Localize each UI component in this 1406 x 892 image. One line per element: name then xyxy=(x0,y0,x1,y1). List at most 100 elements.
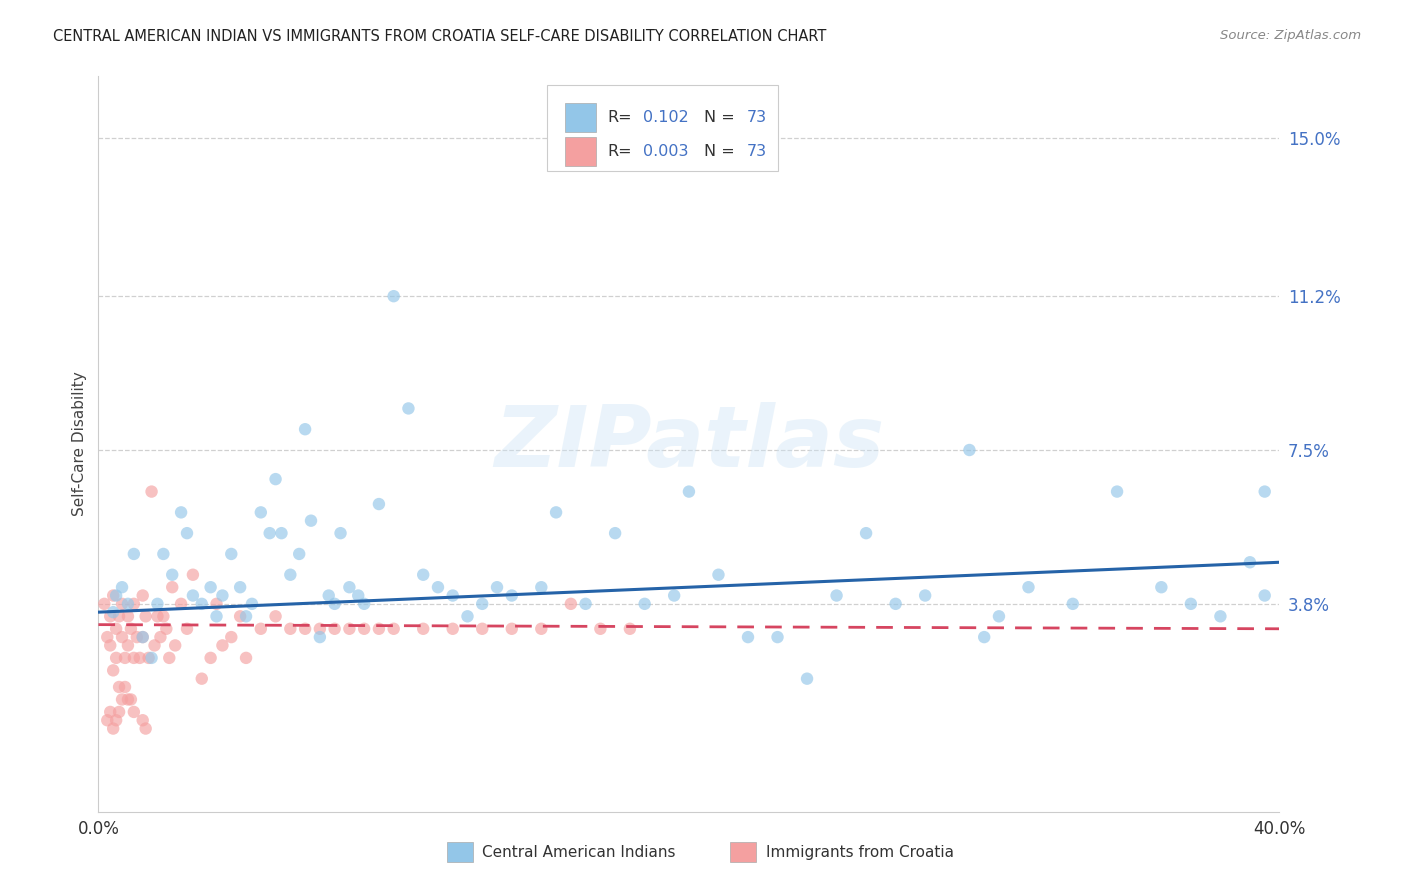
Text: R=: R= xyxy=(607,111,633,125)
Text: 73: 73 xyxy=(747,145,766,159)
Point xyxy=(1209,609,1232,624)
Text: Source: ZipAtlas.com: Source: ZipAtlas.com xyxy=(1220,29,1361,42)
Point xyxy=(111,580,134,594)
Point xyxy=(323,597,346,611)
Point xyxy=(619,622,641,636)
Point xyxy=(181,567,204,582)
Point xyxy=(132,713,155,727)
Point xyxy=(117,639,139,653)
Point xyxy=(973,630,995,644)
Point xyxy=(427,580,450,594)
Point xyxy=(221,630,243,644)
Point xyxy=(501,589,523,603)
Point xyxy=(441,622,464,636)
Point xyxy=(1254,484,1277,499)
Point xyxy=(288,547,311,561)
Point xyxy=(339,622,361,636)
FancyBboxPatch shape xyxy=(565,136,596,166)
Point xyxy=(530,622,553,636)
Point xyxy=(560,597,582,611)
Point xyxy=(103,722,125,736)
Point xyxy=(111,630,134,644)
Point xyxy=(191,672,214,686)
Point xyxy=(141,651,163,665)
Point xyxy=(200,651,222,665)
Point xyxy=(605,526,627,541)
Point xyxy=(398,401,420,416)
Point xyxy=(825,589,848,603)
Point xyxy=(108,680,131,694)
Point xyxy=(368,497,391,511)
Text: N =: N = xyxy=(704,111,735,125)
Point xyxy=(347,589,370,603)
Text: 0.102: 0.102 xyxy=(643,111,689,125)
Text: 73: 73 xyxy=(747,111,766,125)
Point xyxy=(103,605,125,619)
Point xyxy=(664,589,686,603)
Point xyxy=(96,713,118,727)
Point xyxy=(250,505,273,519)
Point xyxy=(105,589,128,603)
Point xyxy=(240,597,263,611)
Point xyxy=(457,609,479,624)
Point xyxy=(589,622,612,636)
Point xyxy=(117,609,139,624)
Point xyxy=(122,651,145,665)
Point xyxy=(103,664,125,678)
Point xyxy=(105,713,128,727)
Point xyxy=(122,597,145,611)
Point xyxy=(737,630,759,644)
Point xyxy=(200,580,222,594)
Point xyxy=(766,630,789,644)
Point xyxy=(270,526,292,541)
Point xyxy=(530,580,553,594)
Point xyxy=(235,651,257,665)
Point xyxy=(98,705,121,719)
Point xyxy=(117,692,139,706)
Point xyxy=(575,597,598,611)
Point xyxy=(959,442,981,457)
Point xyxy=(294,422,316,436)
Point xyxy=(114,651,136,665)
Point xyxy=(98,639,121,653)
Point xyxy=(181,589,204,603)
Point xyxy=(111,597,134,611)
Point xyxy=(634,597,657,611)
Point xyxy=(264,609,287,624)
Point xyxy=(368,622,391,636)
Point xyxy=(382,289,405,303)
Point xyxy=(111,692,134,706)
Point xyxy=(191,597,214,611)
Point xyxy=(170,505,193,519)
Point xyxy=(103,589,125,603)
Point xyxy=(146,597,169,611)
Point xyxy=(205,609,228,624)
Point xyxy=(546,505,568,519)
Point xyxy=(105,651,128,665)
Point xyxy=(353,597,375,611)
Text: ZIPatlas: ZIPatlas xyxy=(494,402,884,485)
Point xyxy=(329,526,352,541)
Point xyxy=(120,622,142,636)
Point xyxy=(93,597,115,611)
FancyBboxPatch shape xyxy=(447,842,472,863)
Point xyxy=(259,526,281,541)
Point xyxy=(125,630,148,644)
Point xyxy=(1150,580,1173,594)
Point xyxy=(353,622,375,636)
Point xyxy=(205,597,228,611)
Point xyxy=(1180,597,1202,611)
Point xyxy=(152,609,174,624)
Point xyxy=(105,622,128,636)
Point xyxy=(211,639,233,653)
Point xyxy=(250,622,273,636)
Point xyxy=(707,567,730,582)
Point xyxy=(135,609,157,624)
Point xyxy=(108,609,131,624)
Point xyxy=(211,589,233,603)
Text: Central American Indians: Central American Indians xyxy=(482,845,676,860)
Point xyxy=(149,630,172,644)
Point xyxy=(229,580,252,594)
Point xyxy=(412,567,434,582)
Point xyxy=(309,622,332,636)
